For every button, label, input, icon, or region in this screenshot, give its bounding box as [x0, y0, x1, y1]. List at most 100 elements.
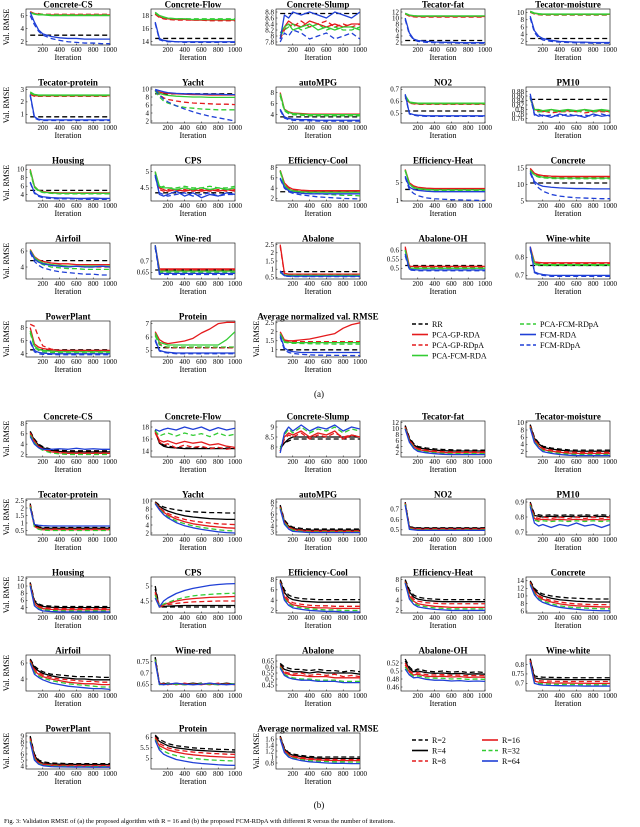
x-tick-label: 600 [71, 614, 82, 622]
series-line-r-4 [29, 737, 110, 766]
x-tick-label: 800 [463, 614, 474, 622]
x-axis-label: Iteration [54, 621, 81, 630]
panel-title: Protein [179, 724, 207, 734]
x-tick-label: 600 [196, 770, 207, 778]
x-tick-label: 800 [338, 358, 349, 366]
y-tick-label: 8.5 [265, 433, 274, 441]
x-tick-label: 200 [538, 280, 549, 288]
series-line-r-64 [529, 584, 610, 612]
x-axis-label: Iteration [429, 287, 456, 296]
panel-title: Tecator-moisture [535, 0, 601, 10]
x-tick-label: 1000 [103, 614, 118, 622]
y-tick-label: 8 [396, 20, 400, 28]
series-line-r-64 [404, 668, 485, 683]
legend-label: R=4 [432, 746, 446, 755]
series-line-r-4 [29, 504, 110, 529]
x-tick-label: 600 [321, 358, 332, 366]
series-line-fcm-rda [529, 246, 610, 277]
y-tick-label: 6 [21, 597, 25, 605]
y-tick-label: 6 [21, 12, 25, 20]
y-tick-label: 8 [271, 498, 275, 506]
x-axis-label: Iteration [179, 699, 206, 708]
x-tick-label: 200 [413, 614, 424, 622]
x-tick-label: 400 [429, 202, 440, 210]
x-tick-label: 800 [588, 202, 599, 210]
figure-caption: Fig. 3: Validation RMSE of (a) the propo… [4, 818, 395, 825]
x-tick-label: 800 [463, 692, 474, 700]
x-axis-label: Iteration [304, 209, 331, 218]
series-line-fcm-rda [29, 181, 110, 200]
plot-area [525, 576, 611, 614]
series-line-r-4 [404, 660, 485, 675]
series-line-r-4 [29, 431, 110, 453]
x-axis-label: Iteration [554, 53, 581, 62]
series-group [529, 93, 610, 119]
y-tick-label: 4 [396, 596, 400, 604]
x-axis-label: Iteration [179, 53, 206, 62]
series-line-r-2 [29, 735, 110, 765]
series-line-pca-fcm-rdpa [404, 250, 485, 270]
plot-area [400, 242, 486, 280]
x-tick-label: 800 [588, 536, 599, 544]
series-group [154, 657, 235, 686]
x-tick-label: 1000 [103, 692, 118, 700]
y-tick-label: 4 [396, 443, 400, 451]
series-line-fcm-rdpa [404, 177, 485, 201]
panel-b-5: Tecator-protein 200 400 600 800 1000 0.511.522… [2, 490, 118, 553]
x-tick-label: 600 [571, 692, 582, 700]
x-axis-label: Iteration [304, 53, 331, 62]
series-group [404, 12, 485, 44]
y-tick-label: 5 [271, 516, 275, 524]
series-line-fcm-rda [279, 335, 360, 354]
x-tick-label: 1000 [103, 202, 118, 210]
x-tick-label: 400 [554, 46, 565, 54]
x-tick-label: 800 [463, 46, 474, 54]
panel-a-9: PM10 200 400 600 800 1000 0.760.780.80.820.840… [512, 78, 618, 141]
x-tick-label: 800 [88, 536, 99, 544]
y-tick-label: 2 [21, 38, 25, 46]
series-group [529, 580, 610, 612]
x-tick-label: 800 [588, 124, 599, 132]
x-tick-label: 1000 [228, 202, 243, 210]
x-tick-label: 800 [338, 536, 349, 544]
panel-title: Efficiency-Cool [288, 568, 348, 578]
y-tick-label: 18 [142, 12, 150, 20]
series-group [29, 323, 110, 356]
plot-area [400, 164, 486, 202]
x-tick-label: 1000 [353, 124, 368, 132]
series-line-pca-gp-rda [529, 167, 610, 178]
series-line-r-32 [279, 426, 360, 450]
x-tick-label: 600 [571, 202, 582, 210]
y-tick-label: 8 [271, 32, 275, 40]
x-tick-label: 200 [38, 536, 49, 544]
series-line-r-16 [529, 504, 610, 521]
x-tick-label: 800 [213, 124, 224, 132]
x-tick-label: 800 [213, 692, 224, 700]
y-tick-label: 0.8 [515, 513, 524, 521]
panel-title: Concrete-Flow [165, 412, 222, 422]
series-line-pca-fcm-rdpa [29, 92, 110, 97]
x-tick-label: 200 [163, 536, 174, 544]
x-axis-label: Iteration [179, 209, 206, 218]
series-line-r-16 [529, 426, 610, 455]
panel-a-7: autoMPG 200 400 600 800 1000 4 6 8 Iteration [271, 78, 368, 141]
panel-title: Concrete [551, 568, 586, 578]
x-tick-label: 600 [196, 458, 207, 466]
y-tick-label: 10 [392, 425, 400, 433]
panel-title: autoMPG [299, 78, 337, 88]
y-tick-label: 5.5 [140, 744, 149, 752]
x-tick-label: 400 [54, 280, 65, 288]
series-line-fcm-rdpa [404, 95, 485, 118]
y-tick-label: 0.7 [390, 506, 399, 514]
x-tick-label: 200 [413, 458, 424, 466]
x-tick-label: 400 [554, 202, 565, 210]
x-tick-label: 400 [179, 458, 190, 466]
series-line-pca-gp-rda [404, 169, 485, 190]
x-tick-label: 200 [288, 124, 299, 132]
x-tick-label: 1000 [478, 614, 493, 622]
y-tick-label: 10 [517, 181, 525, 189]
series-line-r-64 [404, 505, 485, 532]
series-line-pca-fcm-rdpa [154, 173, 235, 189]
series-line-r-2 [29, 582, 110, 608]
